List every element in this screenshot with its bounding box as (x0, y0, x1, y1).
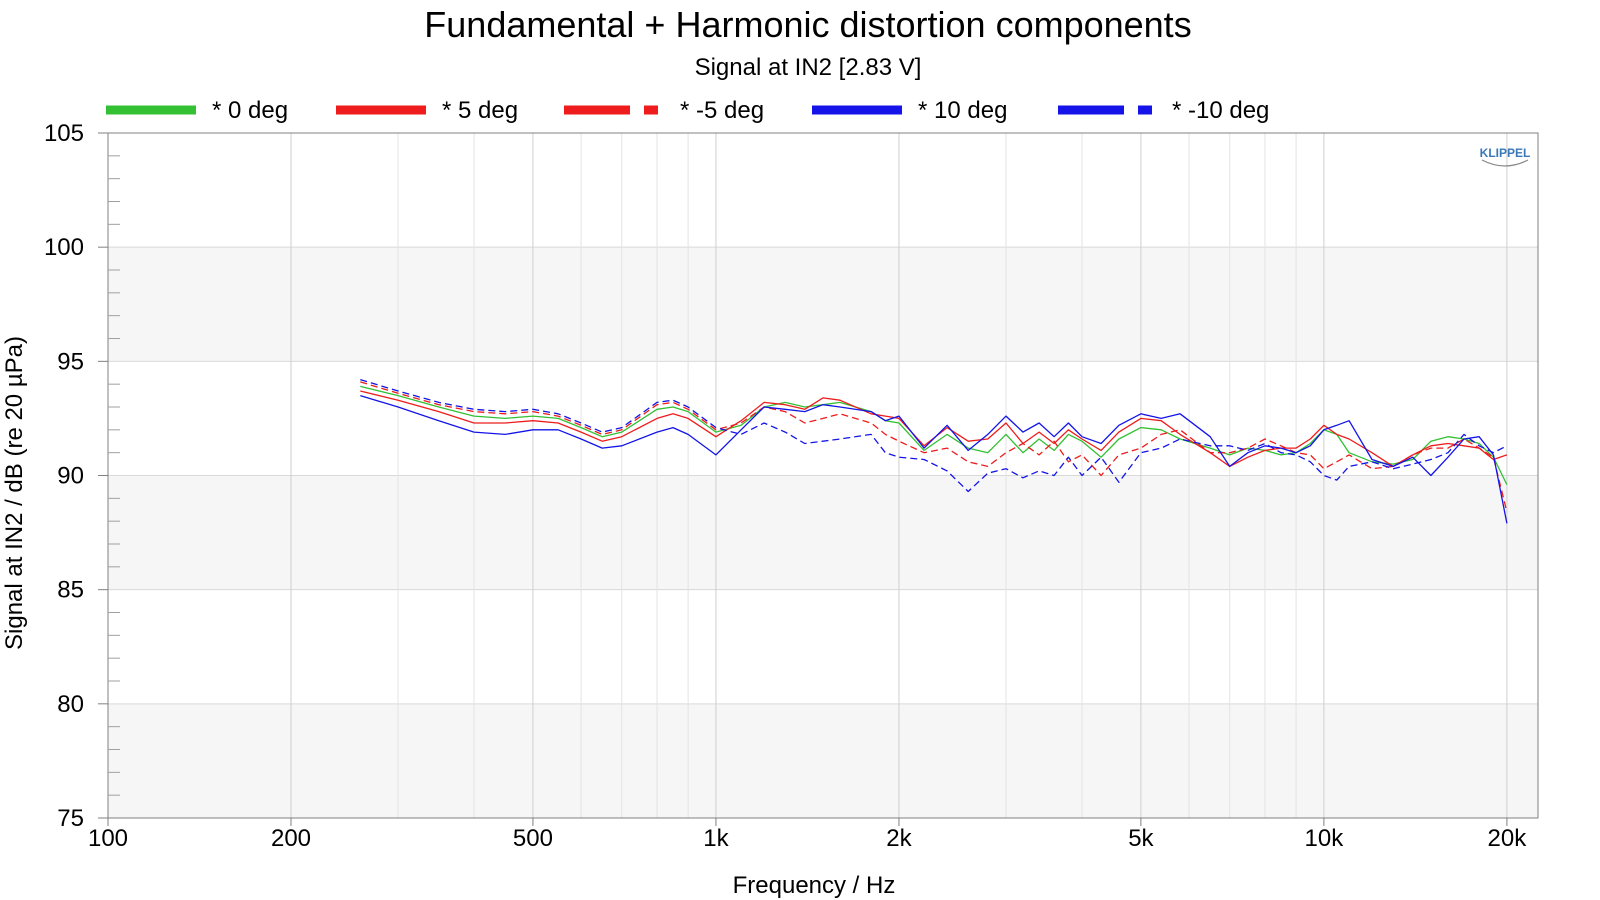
plot-band (108, 247, 1538, 362)
y-tick-label: 80 (57, 691, 84, 718)
series-line-2 (360, 381, 1508, 513)
x-axis-ticks: 100 200 500 1k 2k 5k 10k 20k (88, 818, 1527, 852)
logo-swoosh (1481, 159, 1529, 167)
legend-label-1: * 5 deg (442, 97, 518, 124)
series-line-4 (360, 378, 1508, 493)
plot-bands (108, 133, 1538, 818)
y-tick-label: 100 (44, 234, 84, 261)
x-tick-label: 500 (513, 825, 553, 852)
plot-band (108, 703, 1538, 818)
x-tick-label: 1k (703, 825, 729, 852)
plot-band (108, 589, 1538, 704)
legend-label-0: * 0 deg (212, 97, 288, 124)
y-axis-ticks: 75 80 85 90 95 100 105 (44, 120, 120, 832)
x-tick-label: 20k (1488, 825, 1528, 852)
legend: * 0 deg * 5 deg * -5 deg * 10 deg * -10 deg (106, 97, 1269, 124)
x-tick-label: 200 (271, 825, 311, 852)
y-tick-label: 85 (57, 577, 84, 604)
series-line-3 (360, 394, 1508, 524)
plot-band (108, 475, 1538, 590)
logo-text: KLIPPEL (1480, 146, 1531, 160)
y-tick-label: 95 (57, 348, 84, 375)
series-line-0 (360, 385, 1508, 485)
y-tick-label: 75 (57, 805, 84, 832)
x-tick-label: 2k (886, 825, 912, 852)
legend-label-4: * -10 deg (1172, 97, 1269, 124)
y-axis-label: Signal at IN2 / dB (re 20 µPa) (1, 336, 28, 650)
y-tick-label: 90 (57, 463, 84, 490)
y-tick-label: 105 (44, 120, 84, 147)
legend-label-2: * -5 deg (680, 97, 764, 124)
data-series (360, 378, 1508, 524)
x-tick-label: 10k (1305, 825, 1345, 852)
x-tick-label: 5k (1128, 825, 1154, 852)
klippel-logo: KLIPPEL (1480, 146, 1531, 167)
chart-subtitle: Signal at IN2 [2.83 V] (695, 54, 922, 81)
x-axis-label: Frequency / Hz (733, 872, 896, 899)
x-tick-label: 100 (88, 825, 128, 852)
chart-title: Fundamental + Harmonic distortion compon… (424, 4, 1191, 45)
legend-label-3: * 10 deg (918, 97, 1007, 124)
plot-band (108, 133, 1538, 248)
